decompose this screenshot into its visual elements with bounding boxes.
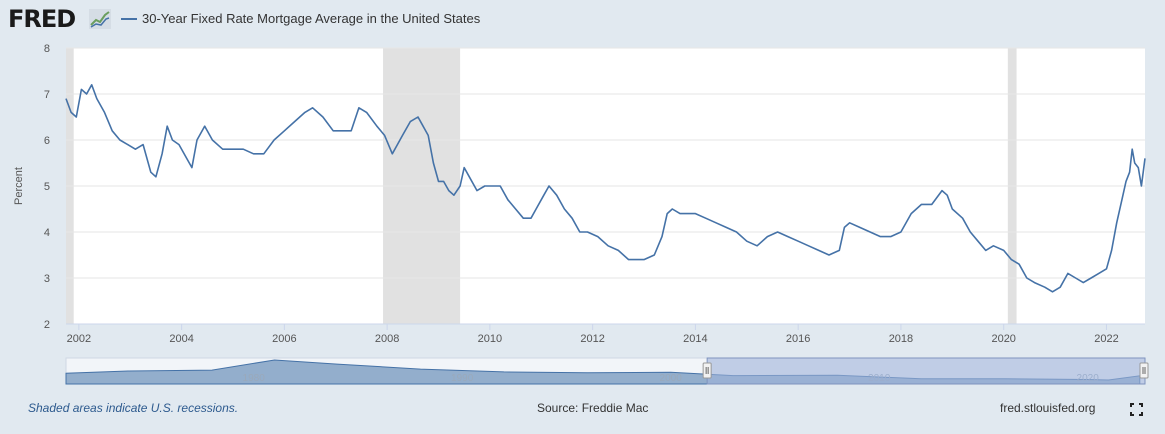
fred-logo[interactable]: FRED [8, 5, 76, 33]
y-tick-label: 6 [44, 135, 50, 147]
fullscreen-icon[interactable] [1130, 403, 1143, 416]
x-tick-label: 2014 [683, 333, 707, 345]
chart-header: FRED 30-Year Fixed Rate Mortgage Average… [0, 0, 1165, 40]
y-tick-label: 7 [44, 89, 50, 101]
x-tick-label: 2010 [478, 333, 502, 345]
y-tick-label: 2 [44, 319, 50, 331]
chart-area[interactable]: 2 3 4 5 6 7 8 2002 2004 2006 2008 2010 2012 2014 2016 2… [0, 40, 1165, 390]
x-tick-label: 2002 [67, 333, 91, 345]
navigator-handle-left[interactable] [702, 362, 712, 379]
y-tick-label: 5 [44, 181, 50, 193]
legend-line [121, 18, 137, 20]
series-line[interactable] [65, 83, 1146, 293]
y-tick-label: 3 [44, 273, 50, 285]
y-tick-label: 4 [44, 227, 50, 239]
x-tick-label: 2020 [991, 333, 1015, 345]
line-graph-icon [89, 9, 111, 29]
x-tick-label: 2004 [169, 333, 193, 345]
y-tick-label: 8 [44, 43, 50, 55]
navigator-label: 1990 [451, 373, 474, 384]
x-tick-label: 2006 [272, 333, 296, 345]
x-tick-label: 2012 [580, 333, 604, 345]
navigator-label: 2000 [660, 373, 683, 384]
x-tick-label: 2008 [375, 333, 399, 345]
x-tick-label: 2022 [1094, 333, 1118, 345]
navigator-label: 1980 [243, 373, 266, 384]
navigator-selection[interactable] [706, 357, 1146, 385]
x-tick-label: 2018 [889, 333, 913, 345]
recession-note: Shaded areas indicate U.S. recessions. [28, 401, 239, 415]
source-text: Source: Freddie Mac [537, 401, 649, 415]
series-title[interactable]: 30-Year Fixed Rate Mortgage Average in t… [142, 11, 481, 26]
navigator-handle-right[interactable] [1139, 362, 1149, 379]
fred-link[interactable]: fred.stlouisfed.org [1000, 401, 1096, 415]
x-tick-label: 2016 [786, 333, 810, 345]
y-axis-label: Percent [13, 167, 25, 205]
